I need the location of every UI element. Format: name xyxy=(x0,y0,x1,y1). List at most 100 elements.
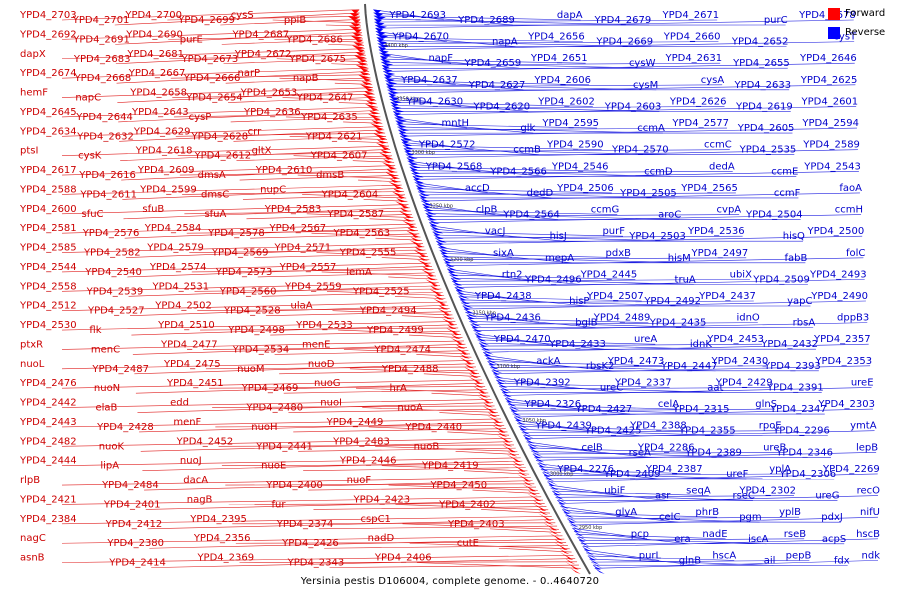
forward-gene-label: YPD4_2441 xyxy=(255,441,313,452)
forward-connector-line xyxy=(293,429,506,432)
reverse-gene-label: napF xyxy=(428,53,453,64)
reverse-gene-label: nifU xyxy=(860,507,880,518)
forward-gene-label: YPD4_2587 xyxy=(326,209,384,220)
reverse-gene-label: YPD4_2565 xyxy=(680,183,738,194)
forward-gene-label: ulaA xyxy=(290,301,312,312)
forward-gene-label: YPD4_2449 xyxy=(326,417,384,428)
forward-gene-label: hemF xyxy=(20,88,48,99)
reverse-gene-label: YPD4_2630 xyxy=(406,96,464,107)
forward-gene-feature xyxy=(443,312,451,316)
reverse-gene-feature xyxy=(452,281,462,285)
forward-gene-label: YPD4_2421 xyxy=(19,494,77,505)
forward-gene-label: YPD4_2703 xyxy=(19,10,77,21)
forward-gene-label: YPD4_2400 xyxy=(265,480,323,491)
forward-gene-label: YPD4_2528 xyxy=(223,306,281,317)
forward-gene-label: YPD4_2563 xyxy=(332,228,390,239)
forward-gene-label: cysK xyxy=(78,151,102,162)
forward-connector-line xyxy=(362,408,497,413)
reverse-gene-label: ureA xyxy=(634,334,657,345)
reverse-gene-label: hscA xyxy=(712,550,736,561)
forward-gene-label: nuoB xyxy=(414,441,440,452)
reverse-gene-label: YPD4_2433 xyxy=(548,339,606,350)
forward-gene-label: YPD4_2488 xyxy=(381,364,439,375)
forward-gene-label: YPD4_2588 xyxy=(19,184,77,195)
forward-gene-label: YPD4_2573 xyxy=(215,267,273,278)
reverse-gene-label: YPD4_2492 xyxy=(643,296,701,307)
forward-gene-label: nuoA xyxy=(397,403,423,414)
reverse-gene-label: aroC xyxy=(658,210,681,221)
forward-gene-label: nuoH xyxy=(251,422,277,433)
reverse-gene-label: clpB xyxy=(476,205,498,216)
reverse-gene-label: YPD4_2572 xyxy=(418,140,476,151)
reverse-gene-label: YPD4_2589 xyxy=(802,140,860,151)
reverse-gene-label: YPD4_2493 xyxy=(809,269,867,280)
reverse-gene-feature xyxy=(420,198,430,202)
reverse-gene-label: hscB xyxy=(856,529,880,540)
forward-gene-label: YPD4_2539 xyxy=(86,286,144,297)
forward-gene-label: YPD4_2451 xyxy=(166,378,224,389)
forward-gene-label: YPD4_2558 xyxy=(19,281,77,292)
reverse-gene-label: rseB xyxy=(784,529,806,540)
forward-connector-line xyxy=(284,390,487,394)
reverse-gene-label: YPD4_2546 xyxy=(551,161,609,172)
forward-gene-label: YPD4_2690 xyxy=(125,29,183,40)
forward-gene-label: nuoJ xyxy=(180,456,202,467)
reverse-gene-label: YPD4_2438 xyxy=(474,291,532,302)
forward-connector-line xyxy=(319,526,557,529)
forward-gene-label: YPD4_2607 xyxy=(310,151,368,162)
reverse-gene-label: yplB xyxy=(779,507,801,518)
forward-gene-feature xyxy=(446,328,458,333)
forward-gene-label: YPD4_2584 xyxy=(144,223,202,234)
forward-connector-line xyxy=(279,370,477,374)
forward-gene-label: YPD4_2483 xyxy=(332,436,390,447)
forward-gene-label: YPD4_2628 xyxy=(190,131,248,142)
reverse-gene-label: nadE xyxy=(702,529,727,540)
reverse-gene-label: ackA xyxy=(536,356,560,367)
reverse-gene-label: YPD4_2506 xyxy=(556,183,614,194)
reverse-gene-label: YPD4_2439 xyxy=(534,421,592,432)
reverse-gene-label: YPD4_2489 xyxy=(593,313,651,324)
forward-connector-line xyxy=(375,446,517,451)
reverse-gene-label: YPD4_2601 xyxy=(801,96,859,107)
forward-gene-label: YPD4_2567 xyxy=(269,223,327,234)
forward-gene-label: YPD4_2559 xyxy=(284,281,342,292)
reverse-gene-label: YPD4_2435 xyxy=(649,318,707,329)
legend-reverse-swatch xyxy=(828,27,840,39)
forward-connector-line xyxy=(288,409,496,412)
reverse-gene-label: YPD4_2626 xyxy=(669,96,727,107)
reverse-gene-label: truA xyxy=(675,274,696,285)
reverse-gene-label: YPD4_2670 xyxy=(391,32,449,43)
reverse-gene-label: pepB xyxy=(786,550,812,561)
scale-tick-label: 3250 kbp xyxy=(430,203,454,209)
reverse-gene-label: pdxB xyxy=(606,248,632,259)
reverse-gene-label: YPD4_2605 xyxy=(737,123,795,134)
forward-gene-label: nupC xyxy=(260,184,286,195)
forward-gene-label: YPD4_2343 xyxy=(287,558,345,569)
reverse-gene-label: YPD4_2509 xyxy=(752,274,810,285)
forward-gene-label: YPD4_2632 xyxy=(76,131,134,142)
forward-gene-feature xyxy=(565,555,573,560)
forward-gene-label: nuoN xyxy=(94,383,120,394)
forward-gene-label: narP xyxy=(237,68,260,79)
forward-gene-label: YPD4_2533 xyxy=(295,320,353,331)
forward-gene-label: YPD4_2674 xyxy=(19,68,77,79)
reverse-gene-label: ccmB xyxy=(513,145,541,156)
reverse-gene-label: hisQ xyxy=(783,231,805,242)
reverse-gene-label: recO xyxy=(857,486,881,497)
forward-gene-label: menE xyxy=(302,339,331,350)
forward-gene-label: YPD4_2450 xyxy=(429,480,487,491)
reverse-gene-feature xyxy=(483,352,491,356)
reverse-gene-label: cvpA xyxy=(717,205,742,216)
forward-connector-line xyxy=(499,548,572,552)
reverse-gene-label: ubiX xyxy=(730,269,752,280)
forward-gene-label: YPD4_2510 xyxy=(157,320,215,331)
reverse-gene-feature xyxy=(514,417,522,421)
reverse-gene-label: YPD4_2303 xyxy=(817,399,875,410)
reverse-gene-label: ccmF xyxy=(774,188,801,199)
forward-gene-feature xyxy=(533,500,543,505)
forward-gene-label: YPD4_2395 xyxy=(189,514,247,525)
reverse-gene-label: YPD4_2603 xyxy=(604,101,662,112)
legend-reverse: Reverse xyxy=(828,23,892,42)
reverse-gene-label: YPD4_2430 xyxy=(711,356,769,367)
reverse-gene-label: YPD4_2453 xyxy=(706,334,764,345)
